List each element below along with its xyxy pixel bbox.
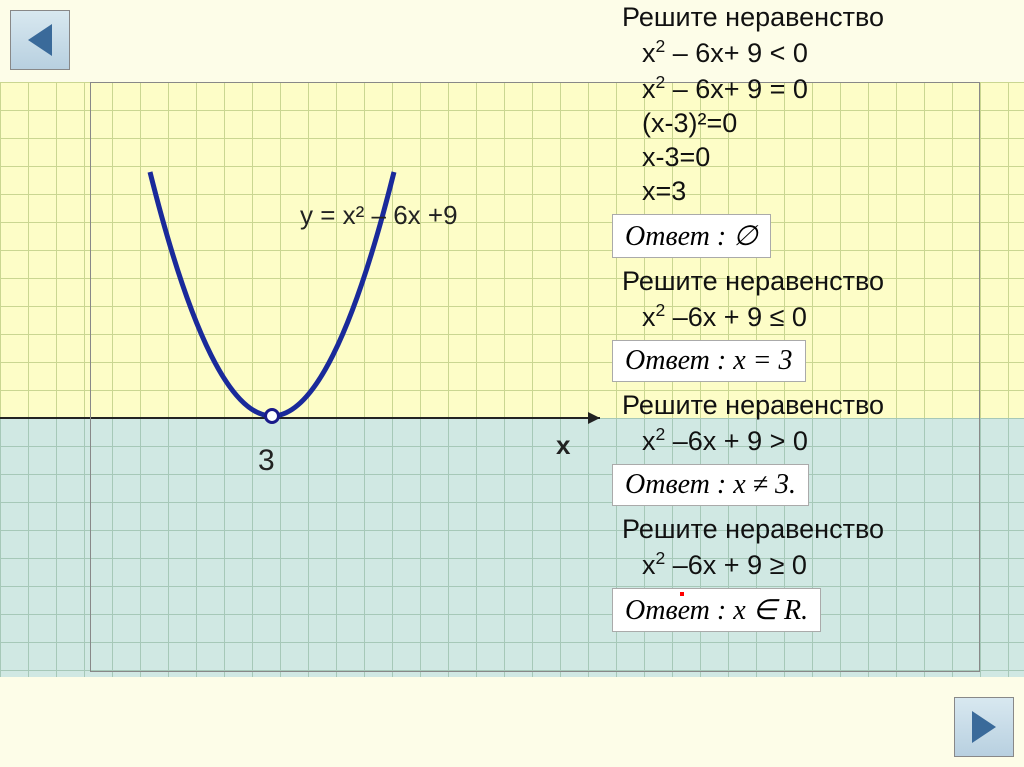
prompt-1: Решите неравенство (602, 2, 1022, 33)
ineq-3: x2 –6x + 9 > 0 (602, 424, 1022, 457)
answer-1: Ответ : ∅ (612, 214, 771, 258)
x-axis-label: x (556, 430, 570, 461)
prompt-2: Решите неравенство (602, 266, 1022, 297)
arrow-right-icon (972, 711, 996, 743)
vertex-point-icon (264, 408, 280, 424)
ineq-1: x2 – 6x+ 9 < 0 (602, 36, 1022, 69)
step-1-3: x=3 (602, 176, 1022, 207)
parabola-graph (0, 82, 700, 677)
solutions-column: Решите неравенство x2 – 6x+ 9 < 0 x2 – 6… (602, 2, 1022, 640)
step-1-1: (x-3)²=0 (602, 108, 1022, 139)
arrow-left-icon (28, 24, 52, 56)
prompt-4: Решите неравенство (602, 514, 1022, 545)
step-1-2: x-3=0 (602, 142, 1022, 173)
answer-2: Ответ : x = 3 (612, 340, 806, 382)
step-1-0: x2 – 6x+ 9 = 0 (602, 72, 1022, 105)
red-dot-marker (680, 592, 684, 596)
prompt-3: Решите неравенство (602, 390, 1022, 421)
nav-back-button[interactable] (10, 10, 70, 70)
root-label: 3 (258, 444, 275, 478)
nav-forward-button[interactable] (954, 697, 1014, 757)
answer-3: Ответ : x ≠ 3. (612, 464, 809, 506)
ineq-4: x2 –6x + 9 ≥ 0 (602, 548, 1022, 581)
ineq-2: x2 –6x + 9 ≤ 0 (602, 300, 1022, 333)
equation-label: y = x² – 6x +9 (300, 200, 458, 231)
answer-4: Ответ : x ∈ R. (612, 588, 821, 632)
